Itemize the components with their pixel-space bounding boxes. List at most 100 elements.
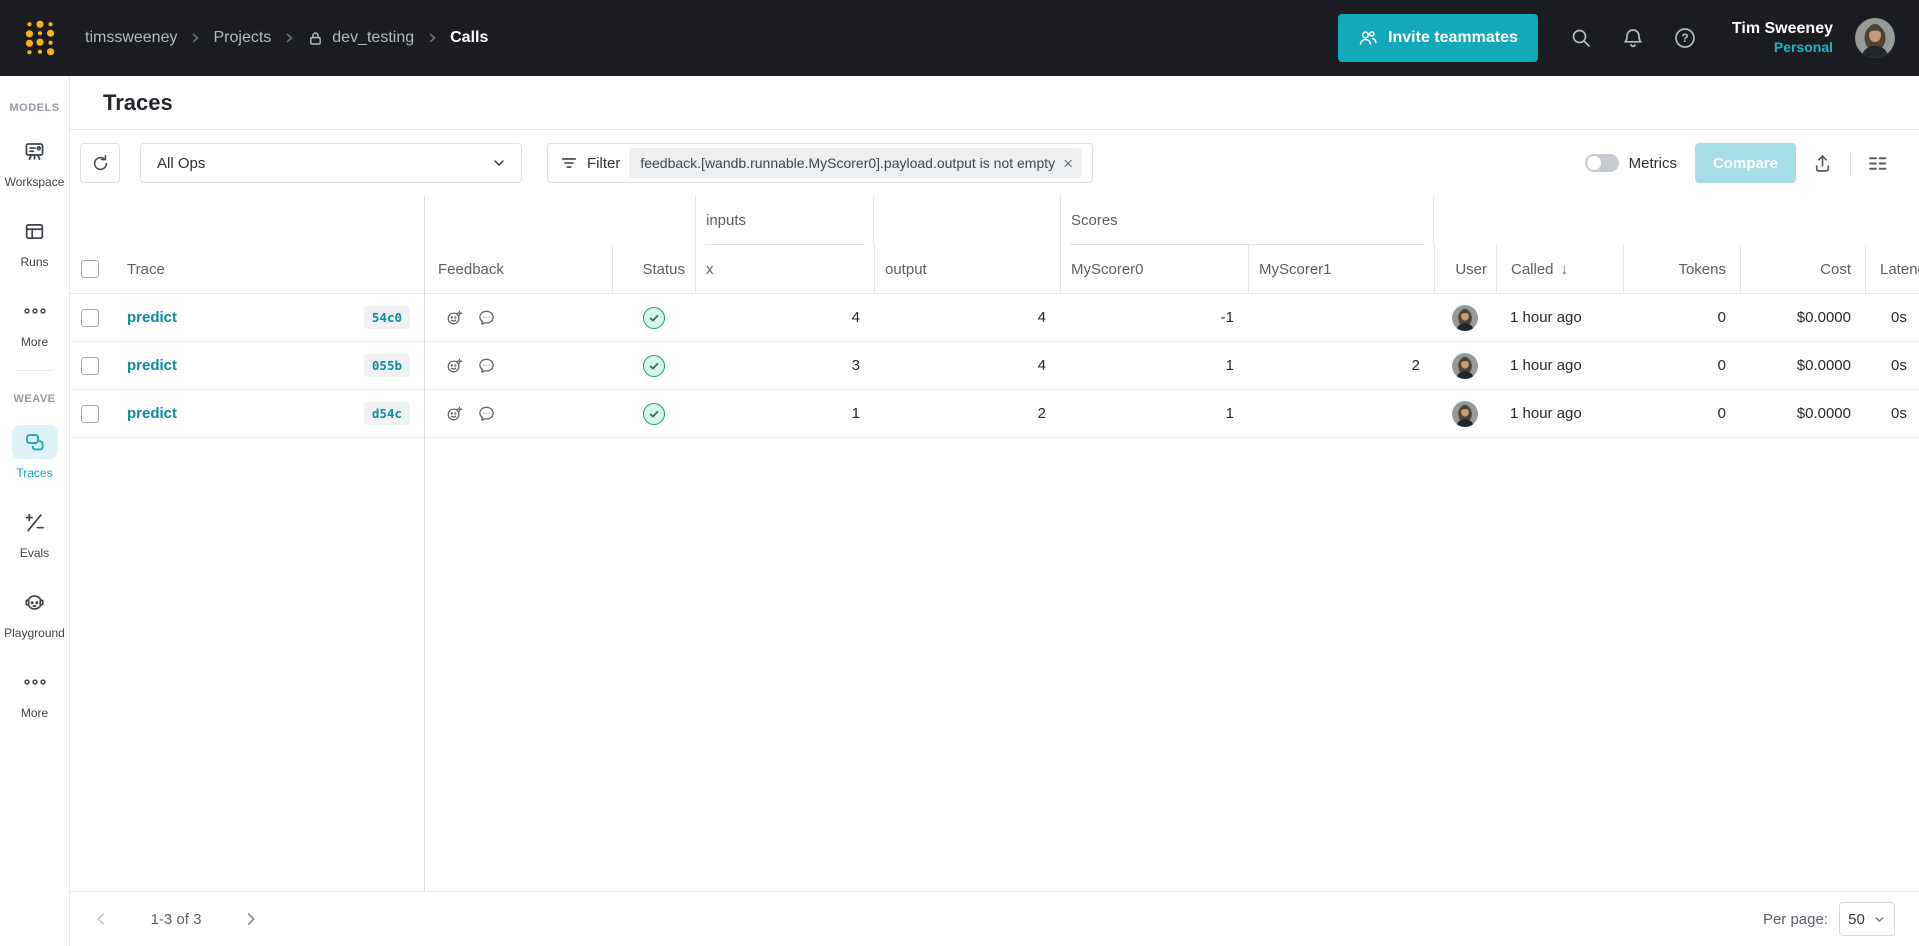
column-header-feedback[interactable]: Feedback [438,260,504,278]
sidebar-item-evals[interactable]: Evals [20,505,49,560]
column-header-called[interactable]: Called ↓ [1496,245,1623,293]
filter-icon [560,154,578,172]
sidebar-item-more-models[interactable]: More [21,294,48,349]
add-reaction-icon[interactable] [445,308,464,327]
evals-icon [23,505,46,539]
toggle-off-icon[interactable] [1584,154,1619,172]
table-row[interactable]: predict d54c 1 2 1 1 hour ago 0 $0.0000 … [70,390,1919,438]
breadcrumb-project[interactable]: dev_testing [332,29,415,46]
sidebar-item-label: Traces [16,466,53,480]
more-icon [23,665,47,699]
user-avatar[interactable] [1452,304,1478,331]
sidebar-item-label: Workspace [4,175,65,189]
cell-myscorer0: -1 [1220,309,1234,326]
sidebar-item-workspace[interactable]: Workspace [4,134,65,189]
user-menu[interactable]: Tim Sweeney Personal [1732,19,1833,57]
cell-latency: 0s [1891,357,1907,374]
cell-input-x: 3 [851,357,860,374]
wandb-logo-icon[interactable] [25,18,59,58]
people-icon [1358,28,1378,48]
breadcrumb: timssweeney Projects dev_testing Calls [85,29,488,47]
filter-label: Filter [587,154,621,172]
sidebar-item-label: Runs [20,255,49,269]
comment-icon[interactable] [477,404,496,423]
user-avatar[interactable] [1452,400,1478,427]
remove-filter-icon[interactable]: × [1063,153,1074,173]
metrics-toggle[interactable]: Metrics [1584,154,1677,172]
more-icon [23,294,47,328]
top-navbar: timssweeney Projects dev_testing Calls I… [0,0,1919,76]
column-header-tokens[interactable]: Tokens [1623,245,1740,293]
user-avatar[interactable] [1452,352,1478,379]
pinned-column-divider [424,196,425,891]
cell-output: 4 [1037,357,1046,374]
op-selector-value: All Ops [157,154,206,172]
per-page-select[interactable]: 50 [1839,902,1895,936]
group-header-inputs: inputs [695,196,874,245]
status-success-icon [642,402,665,425]
user-name: Tim Sweeney [1731,20,1833,38]
column-header-status[interactable]: Status [612,245,695,293]
comment-icon[interactable] [477,356,496,375]
sidebar-item-label: More [20,335,49,349]
column-header-trace[interactable]: Trace [127,260,165,278]
filter-bar[interactable]: Filter feedback.[wandb.runnable.MyScorer… [547,143,1094,183]
breadcrumb-current: Calls [450,29,489,46]
sidebar-item-label: More [20,706,49,720]
invite-teammates-button[interactable]: Invite teammates [1338,14,1538,62]
toolbar: All Ops Filter feedback.[wandb.runnable.… [70,130,1919,196]
user-avatar[interactable] [1855,18,1895,58]
sidebar-item-label: Evals [19,546,50,560]
column-header-myscorer1[interactable]: MyScorer1 [1248,245,1434,293]
lock-icon [307,30,324,47]
comment-icon[interactable] [477,308,496,327]
row-checkbox[interactable] [81,308,99,327]
trace-op-link[interactable]: predict [127,309,178,326]
search-icon[interactable] [1562,19,1600,57]
column-header-output[interactable]: output [874,245,1060,293]
select-all-checkbox[interactable] [81,260,99,278]
bell-icon[interactable] [1614,19,1652,57]
chevron-right-icon [283,32,295,44]
column-header-myscorer0[interactable]: MyScorer0 [1060,245,1248,293]
cell-tokens: 0 [1717,309,1726,326]
refresh-button[interactable] [80,143,120,183]
sort-desc-icon[interactable]: ↓ [1560,260,1569,278]
help-icon[interactable]: ? [1666,19,1704,57]
metrics-label: Metrics [1628,154,1677,172]
sidebar-item-playground[interactable]: Playground [4,585,65,640]
compare-button[interactable]: Compare [1694,143,1796,183]
row-checkbox[interactable] [81,356,99,375]
op-selector[interactable]: All Ops [140,143,522,183]
cell-latency: 0s [1891,405,1907,422]
column-header-latency[interactable]: Latency [1865,245,1919,293]
breadcrumb-projects[interactable]: Projects [213,29,272,46]
column-header-x[interactable]: x [695,245,874,293]
filter-chip[interactable]: feedback.[wandb.runnable.MyScorer0].payl… [629,148,1083,178]
chevron-right-icon [189,32,201,44]
add-reaction-icon[interactable] [445,356,464,375]
table-group-header-row: inputs Scores [70,196,1919,245]
trace-id-chip[interactable]: 055b [363,354,410,377]
sidebar-item-more-weave[interactable]: More [21,665,48,720]
trace-op-link[interactable]: predict [127,405,178,422]
cell-output: 4 [1037,309,1046,326]
trace-op-link[interactable]: predict [127,357,178,374]
pagination-next-icon[interactable] [236,904,266,934]
column-header-cost[interactable]: Cost [1740,245,1865,293]
sidebar-item-runs[interactable]: Runs [20,214,49,269]
breadcrumb-entity[interactable]: timssweeney [85,29,178,46]
pagination-prev-icon[interactable] [86,904,116,934]
sidebar-item-traces[interactable]: Traces [11,425,58,480]
column-header-user[interactable]: User [1434,245,1496,293]
table-row[interactable]: predict 055b 3 4 1 2 1 hour ago 0 $0.000… [70,342,1919,390]
cell-myscorer0: 1 [1225,405,1234,422]
traces-table: inputs Scores Trace Feedback Status x ou… [70,196,1919,891]
column-settings-icon[interactable] [1859,145,1895,181]
export-icon[interactable] [1804,145,1840,181]
trace-id-chip[interactable]: 54c0 [363,306,410,329]
row-checkbox[interactable] [81,404,99,423]
trace-id-chip[interactable]: d54c [363,402,410,425]
add-reaction-icon[interactable] [445,404,464,423]
table-row[interactable]: predict 54c0 4 4 -1 1 hour ago 0 $0.0000… [70,294,1919,342]
